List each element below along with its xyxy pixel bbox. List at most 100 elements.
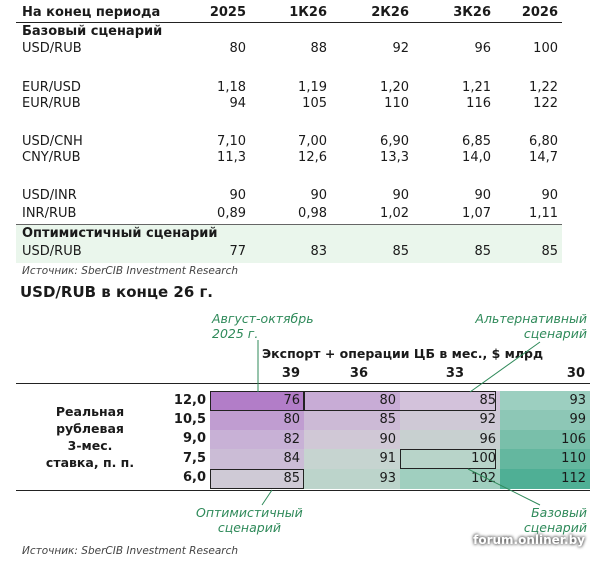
row-value: 83 bbox=[310, 244, 327, 259]
col-header: 39 bbox=[281, 366, 300, 381]
row-value: 85 bbox=[474, 244, 491, 259]
matrix-cell: 106 bbox=[500, 430, 590, 450]
annotation-line: 2025 г. bbox=[212, 326, 259, 341]
annotation-alternative: Альтернативный сценарий bbox=[475, 311, 587, 341]
row-value: 77 bbox=[229, 244, 246, 259]
row-axis-line: Реальная bbox=[55, 404, 125, 419]
watermark: forum.onliner.by bbox=[473, 533, 585, 547]
opt-top-divider bbox=[16, 224, 562, 225]
row-value: 85 bbox=[392, 244, 409, 259]
matrix-top-line bbox=[16, 383, 590, 384]
leader-line-optimistic bbox=[261, 489, 273, 506]
matrix-cell: 93 bbox=[304, 469, 400, 489]
annotation-line: сценарий bbox=[523, 326, 587, 341]
row-value: 6,85 bbox=[462, 134, 491, 149]
header-period: На конец периода bbox=[22, 5, 161, 20]
header-3k26: 3К26 bbox=[453, 5, 491, 20]
row-label: USD/RUB bbox=[22, 41, 82, 56]
row-label: EUR/USD bbox=[22, 80, 81, 95]
matrix-cell: 92 bbox=[400, 410, 500, 430]
row-axis-line: ставка, п. п. bbox=[45, 455, 135, 470]
annotation-optimistic: Оптимистичный сценарий bbox=[196, 505, 303, 535]
annotation-aug-oct: Август-октябрь 2025 г. bbox=[212, 311, 314, 341]
row-value: 6,80 bbox=[529, 134, 558, 149]
row-value: 14,0 bbox=[462, 150, 491, 165]
row-value: 116 bbox=[466, 96, 491, 111]
matrix-cell: 112 bbox=[500, 469, 590, 489]
annotation-line: Базовый bbox=[531, 505, 587, 520]
row-value: 0,89 bbox=[217, 206, 246, 221]
highlight-alternative bbox=[304, 391, 496, 411]
matrix-cell: 84 bbox=[210, 449, 304, 469]
row-value: 90 bbox=[392, 188, 409, 203]
table-source: Источник: SberCIB Investment Research bbox=[22, 265, 239, 277]
row-axis-line: 3-мес. bbox=[67, 438, 113, 453]
row-axis-line: рублевая bbox=[56, 421, 124, 436]
row-value: 1,07 bbox=[462, 206, 491, 221]
optimistic-scenario-heading: Оптимистичный сценарий bbox=[22, 226, 218, 241]
row-value: 0,98 bbox=[298, 206, 327, 221]
row-value: 80 bbox=[229, 41, 246, 56]
annotation-line: Альтернативный bbox=[475, 311, 587, 326]
matrix-cell: 93 bbox=[500, 391, 590, 411]
row-value: 6,90 bbox=[380, 134, 409, 149]
row-label: USD/INR bbox=[22, 188, 77, 203]
row-header: 10,5 bbox=[173, 412, 206, 427]
row-value: 92 bbox=[392, 41, 409, 56]
col-header: 30 bbox=[566, 366, 585, 381]
row-header: 9,0 bbox=[182, 431, 206, 446]
row-value: 1,19 bbox=[298, 80, 327, 95]
leader-line-alternative bbox=[469, 341, 541, 393]
matrix-cell: 80 bbox=[304, 391, 400, 411]
highlight-optimistic bbox=[210, 469, 304, 489]
row-header: 6,0 bbox=[182, 470, 206, 485]
matrix-cell: 90 bbox=[304, 430, 400, 450]
row-label: CNY/RUB bbox=[22, 150, 81, 165]
row-value: 1,18 bbox=[217, 80, 246, 95]
optimistic-band bbox=[16, 225, 562, 263]
highlight-aug-oct bbox=[210, 391, 304, 411]
annotation-line: Оптимистичный bbox=[196, 505, 303, 520]
row-value: 96 bbox=[474, 41, 491, 56]
matrix-cell: 102 bbox=[400, 469, 500, 489]
row-label: USD/CNH bbox=[22, 134, 83, 149]
row-header: 7,5 bbox=[182, 451, 206, 466]
annotation-base: Базовый сценарий bbox=[524, 505, 587, 535]
header-2025: 2025 bbox=[209, 5, 246, 20]
row-value: 1,20 bbox=[380, 80, 409, 95]
matrix-cell: 91 bbox=[304, 449, 400, 469]
row-axis-title: Реальная рублевая 3-мес. ставка, п. п. bbox=[40, 403, 140, 471]
col-header: 36 bbox=[349, 366, 368, 381]
row-value: 90 bbox=[474, 188, 491, 203]
row-value: 90 bbox=[229, 188, 246, 203]
column-axis-title: Экспорт + операции ЦБ в мес., $ млрд bbox=[262, 346, 544, 361]
row-value: 12,6 bbox=[298, 150, 327, 165]
matrix-source: Источник: SberCIB Investment Research bbox=[22, 545, 239, 557]
matrix-cell: 85 bbox=[210, 469, 304, 489]
header-2026: 2026 bbox=[521, 5, 558, 20]
row-value: 1,22 bbox=[529, 80, 558, 95]
row-value: 94 bbox=[229, 96, 246, 111]
matrix-title: USD/RUB в конце 26 г. bbox=[20, 283, 214, 301]
leader-line-base bbox=[467, 468, 541, 506]
row-value: 122 bbox=[533, 96, 558, 111]
header-1k26: 1К26 bbox=[289, 5, 327, 20]
matrix-cell: 76 bbox=[210, 391, 304, 411]
annotation-line: Август-октябрь bbox=[212, 311, 314, 326]
row-value: 7,00 bbox=[298, 134, 327, 149]
row-value: 100 bbox=[533, 41, 558, 56]
matrix-bottom-line bbox=[16, 490, 590, 491]
base-scenario-heading: Базовый сценарий bbox=[22, 24, 163, 39]
row-value: 90 bbox=[541, 188, 558, 203]
row-value: 88 bbox=[310, 41, 327, 56]
matrix-cell: 80 bbox=[210, 410, 304, 430]
annotation-line: сценарий bbox=[217, 520, 281, 535]
matrix-cell: 100 bbox=[400, 449, 500, 469]
row-value: 1,02 bbox=[380, 206, 409, 221]
highlight-base bbox=[400, 449, 496, 469]
row-value: 90 bbox=[310, 188, 327, 203]
row-value: 11,3 bbox=[217, 150, 246, 165]
row-label: USD/RUB bbox=[22, 244, 82, 259]
row-value: 14,7 bbox=[529, 150, 558, 165]
